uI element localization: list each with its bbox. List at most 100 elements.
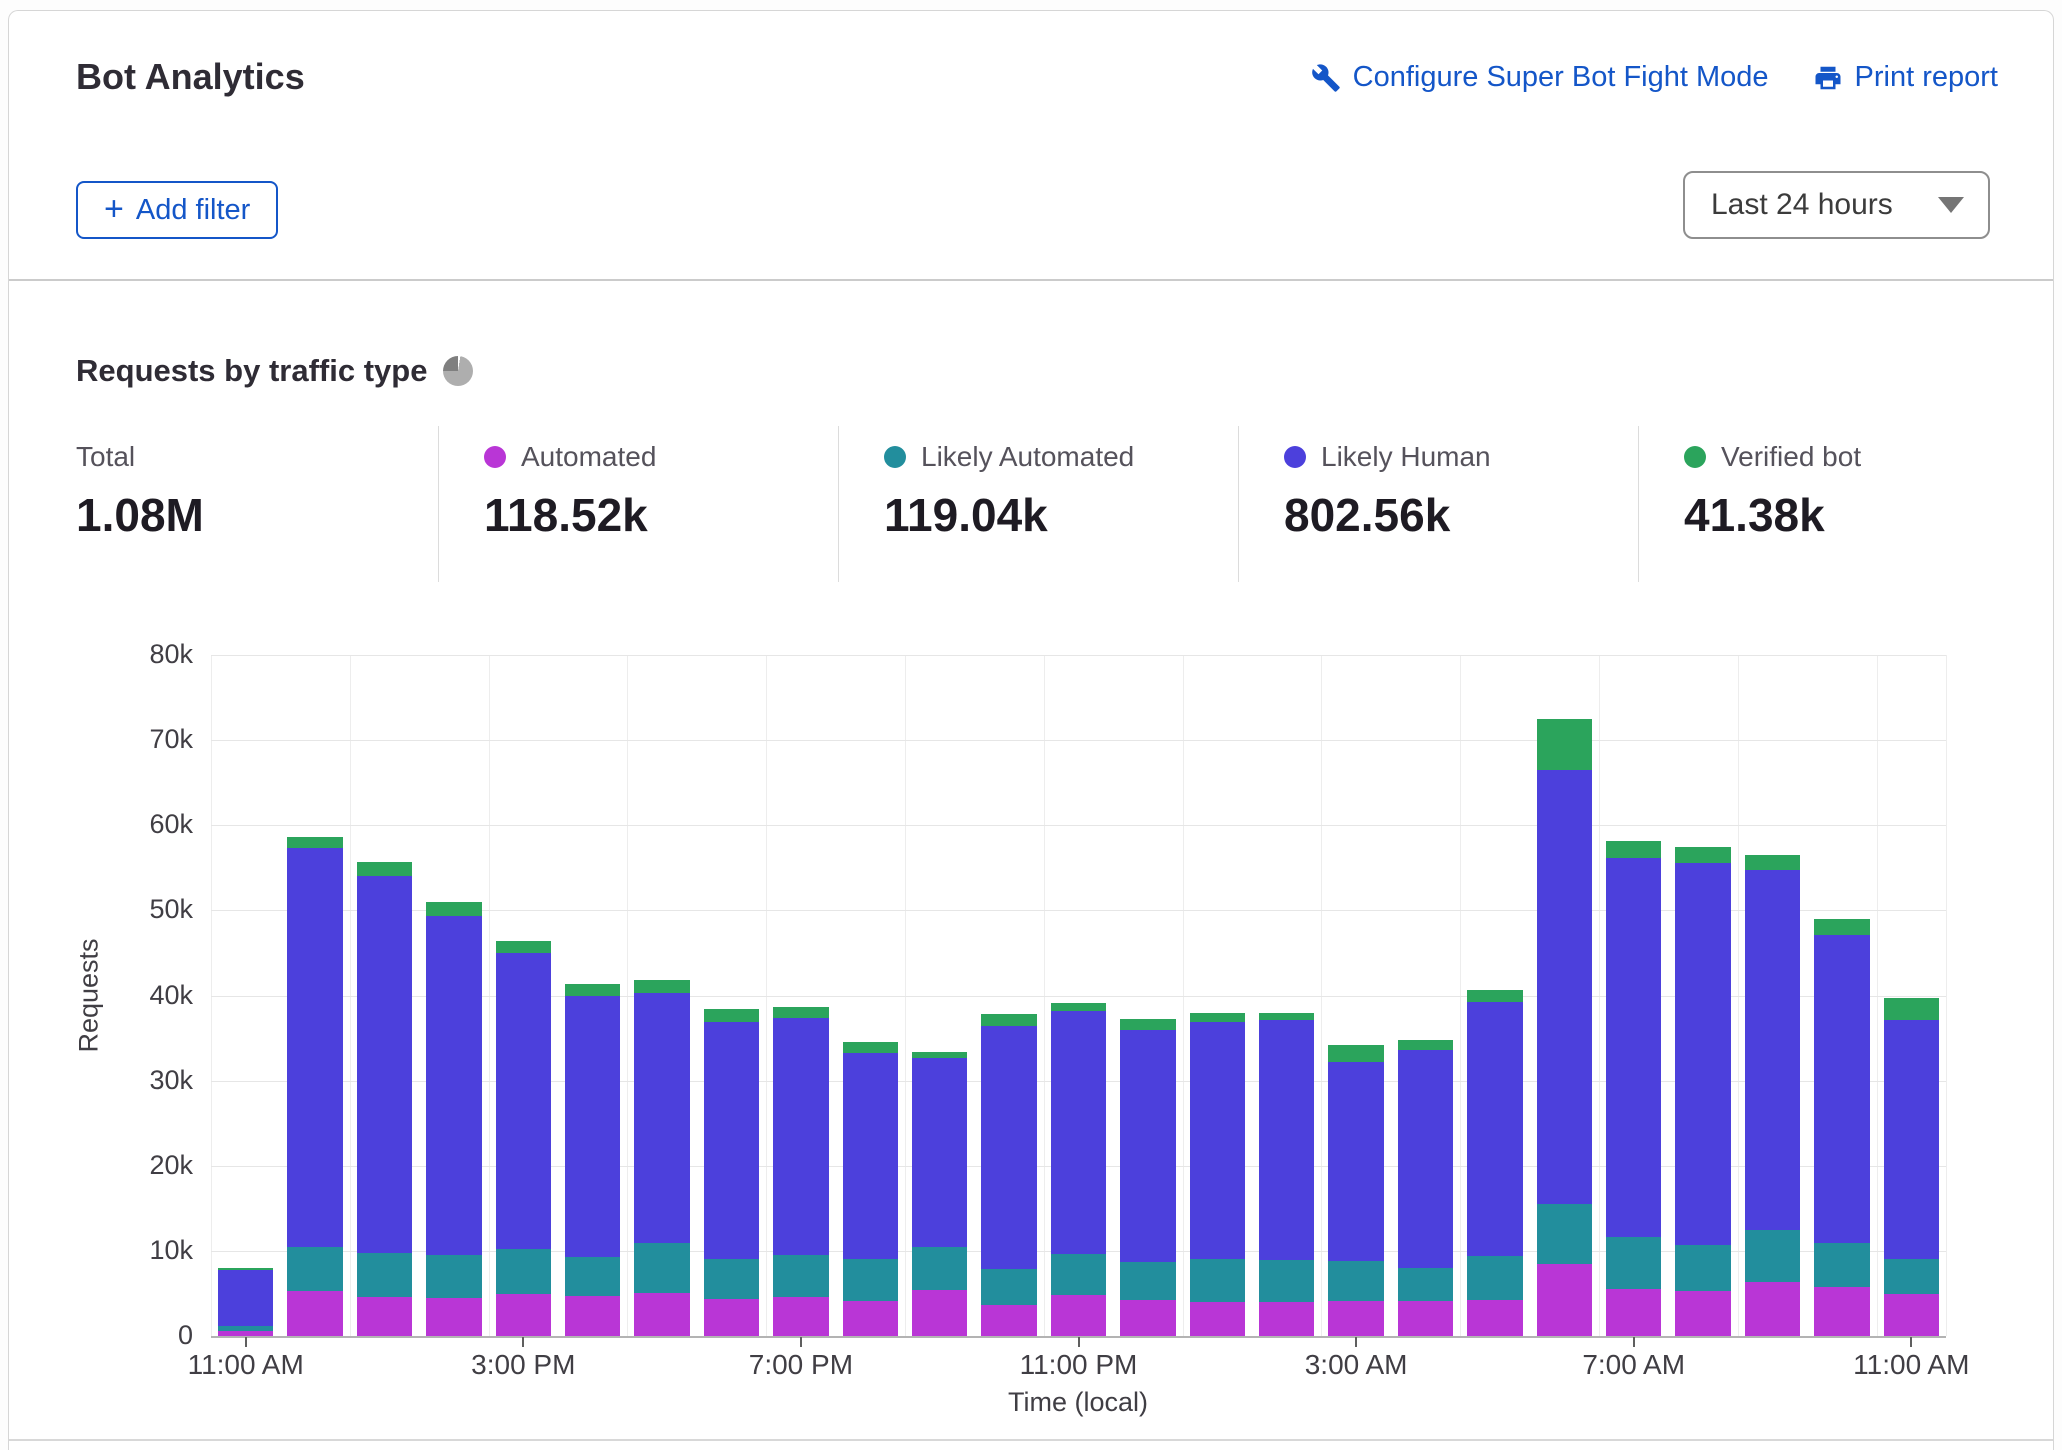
bar[interactable]: [1814, 919, 1870, 1336]
bar-segment-likely-automated[interactable]: [1467, 1256, 1523, 1300]
print-report-link[interactable]: Print report: [1813, 61, 1998, 94]
bar-segment-verified-bot[interactable]: [1884, 998, 1940, 1020]
bar-segment-likely-automated[interactable]: [1745, 1230, 1801, 1282]
bar-segment-verified-bot[interactable]: [1606, 841, 1662, 858]
bar-segment-likely-human[interactable]: [843, 1053, 899, 1259]
bar-segment-likely-human[interactable]: [773, 1018, 829, 1255]
bar[interactable]: [634, 980, 690, 1336]
bar-segment-automated[interactable]: [1537, 1264, 1593, 1336]
bar-segment-likely-automated[interactable]: [912, 1247, 968, 1290]
bar-segment-automated[interactable]: [843, 1301, 899, 1336]
bar-segment-verified-bot[interactable]: [1675, 847, 1731, 862]
bar[interactable]: [1398, 1040, 1454, 1336]
bar-segment-automated[interactable]: [912, 1290, 968, 1336]
bar-segment-likely-automated[interactable]: [1398, 1268, 1454, 1301]
bar-segment-likely-human[interactable]: [912, 1058, 968, 1247]
bar[interactable]: [496, 941, 552, 1336]
bar-segment-automated[interactable]: [1745, 1282, 1801, 1336]
bar-segment-likely-automated[interactable]: [1051, 1254, 1107, 1295]
bar-segment-likely-human[interactable]: [1884, 1020, 1940, 1259]
bar[interactable]: [1537, 719, 1593, 1336]
bar-segment-verified-bot[interactable]: [1745, 855, 1801, 870]
bar-segment-likely-automated[interactable]: [843, 1259, 899, 1302]
bar-segment-verified-bot[interactable]: [1467, 990, 1523, 1002]
bar-segment-verified-bot[interactable]: [1120, 1019, 1176, 1030]
bar-segment-likely-automated[interactable]: [1120, 1262, 1176, 1300]
bar-segment-likely-automated[interactable]: [426, 1255, 482, 1298]
bar-segment-automated[interactable]: [426, 1298, 482, 1336]
bar-segment-automated[interactable]: [634, 1293, 690, 1336]
bar-segment-automated[interactable]: [1120, 1300, 1176, 1336]
bar-segment-likely-automated[interactable]: [704, 1259, 760, 1299]
bar[interactable]: [981, 1014, 1037, 1336]
bar-segment-likely-human[interactable]: [1259, 1020, 1315, 1260]
bar-segment-likely-human[interactable]: [1328, 1062, 1384, 1261]
bar[interactable]: [357, 862, 413, 1336]
bar-segment-automated[interactable]: [1190, 1302, 1246, 1336]
bar-segment-automated[interactable]: [1884, 1294, 1940, 1336]
bar-segment-automated[interactable]: [287, 1291, 343, 1336]
bar-segment-automated[interactable]: [773, 1297, 829, 1336]
bar-segment-likely-human[interactable]: [1398, 1050, 1454, 1268]
bar-segment-likely-human[interactable]: [1675, 863, 1731, 1245]
bar-segment-verified-bot[interactable]: [1328, 1045, 1384, 1062]
bar-segment-automated[interactable]: [1675, 1291, 1731, 1336]
bar-segment-likely-human[interactable]: [1120, 1030, 1176, 1262]
bar[interactable]: [426, 902, 482, 1336]
bar-segment-likely-automated[interactable]: [634, 1243, 690, 1292]
bar[interactable]: [287, 837, 343, 1336]
bar-segment-verified-bot[interactable]: [1051, 1003, 1107, 1011]
bar-segment-verified-bot[interactable]: [1259, 1013, 1315, 1021]
bar-segment-verified-bot[interactable]: [1537, 719, 1593, 770]
bar[interactable]: [1190, 1013, 1246, 1336]
bar-segment-automated[interactable]: [704, 1299, 760, 1336]
bar-segment-automated[interactable]: [1606, 1289, 1662, 1336]
bar-segment-verified-bot[interactable]: [634, 980, 690, 993]
bar-segment-likely-human[interactable]: [1606, 858, 1662, 1237]
bar-segment-automated[interactable]: [218, 1331, 274, 1336]
bar-segment-automated[interactable]: [565, 1296, 621, 1336]
bar-segment-likely-automated[interactable]: [981, 1269, 1037, 1306]
bar-segment-automated[interactable]: [1814, 1287, 1870, 1336]
bar-segment-likely-automated[interactable]: [1259, 1260, 1315, 1302]
bar[interactable]: [565, 984, 621, 1336]
stat-likely-human[interactable]: Likely Human 802.56k: [1238, 426, 1638, 582]
bar-segment-automated[interactable]: [1259, 1302, 1315, 1336]
stat-verified-bot[interactable]: Verified bot 41.38k: [1638, 426, 2038, 582]
bar[interactable]: [704, 1009, 760, 1336]
bar-segment-likely-human[interactable]: [1467, 1002, 1523, 1256]
bar-segment-likely-automated[interactable]: [1190, 1259, 1246, 1302]
bar[interactable]: [218, 1268, 274, 1336]
bar-segment-likely-automated[interactable]: [1606, 1237, 1662, 1289]
time-range-select[interactable]: Last 24 hours: [1683, 171, 1990, 239]
stat-automated[interactable]: Automated 118.52k: [438, 426, 838, 582]
bar-segment-likely-human[interactable]: [1190, 1022, 1246, 1259]
configure-super-bot-fight-mode-link[interactable]: Configure Super Bot Fight Mode: [1311, 61, 1769, 94]
bar[interactable]: [1328, 1045, 1384, 1336]
bar-segment-automated[interactable]: [1467, 1300, 1523, 1336]
bar-segment-likely-automated[interactable]: [357, 1253, 413, 1297]
bar-segment-automated[interactable]: [496, 1294, 552, 1336]
bar-segment-verified-bot[interactable]: [1814, 919, 1870, 935]
bar-segment-automated[interactable]: [357, 1297, 413, 1336]
bar-segment-verified-bot[interactable]: [1398, 1040, 1454, 1050]
bar[interactable]: [1745, 855, 1801, 1336]
bar[interactable]: [1884, 998, 1940, 1336]
bar-segment-likely-automated[interactable]: [496, 1249, 552, 1294]
bar-segment-likely-automated[interactable]: [1675, 1245, 1731, 1291]
bar[interactable]: [1467, 990, 1523, 1336]
bar-segment-likely-human[interactable]: [634, 993, 690, 1243]
bar-segment-likely-human[interactable]: [565, 996, 621, 1257]
bar-segment-verified-bot[interactable]: [704, 1009, 760, 1022]
bar-segment-likely-automated[interactable]: [1884, 1259, 1940, 1294]
bar[interactable]: [773, 1007, 829, 1336]
bar-segment-verified-bot[interactable]: [773, 1007, 829, 1018]
bar-segment-likely-automated[interactable]: [773, 1255, 829, 1297]
bar-segment-verified-bot[interactable]: [496, 941, 552, 953]
bar[interactable]: [1120, 1019, 1176, 1337]
bar-segment-likely-automated[interactable]: [1537, 1204, 1593, 1264]
bar-segment-likely-human[interactable]: [1745, 870, 1801, 1230]
bar-segment-likely-human[interactable]: [357, 876, 413, 1253]
bar-segment-likely-human[interactable]: [426, 916, 482, 1256]
bar-segment-likely-human[interactable]: [287, 848, 343, 1247]
